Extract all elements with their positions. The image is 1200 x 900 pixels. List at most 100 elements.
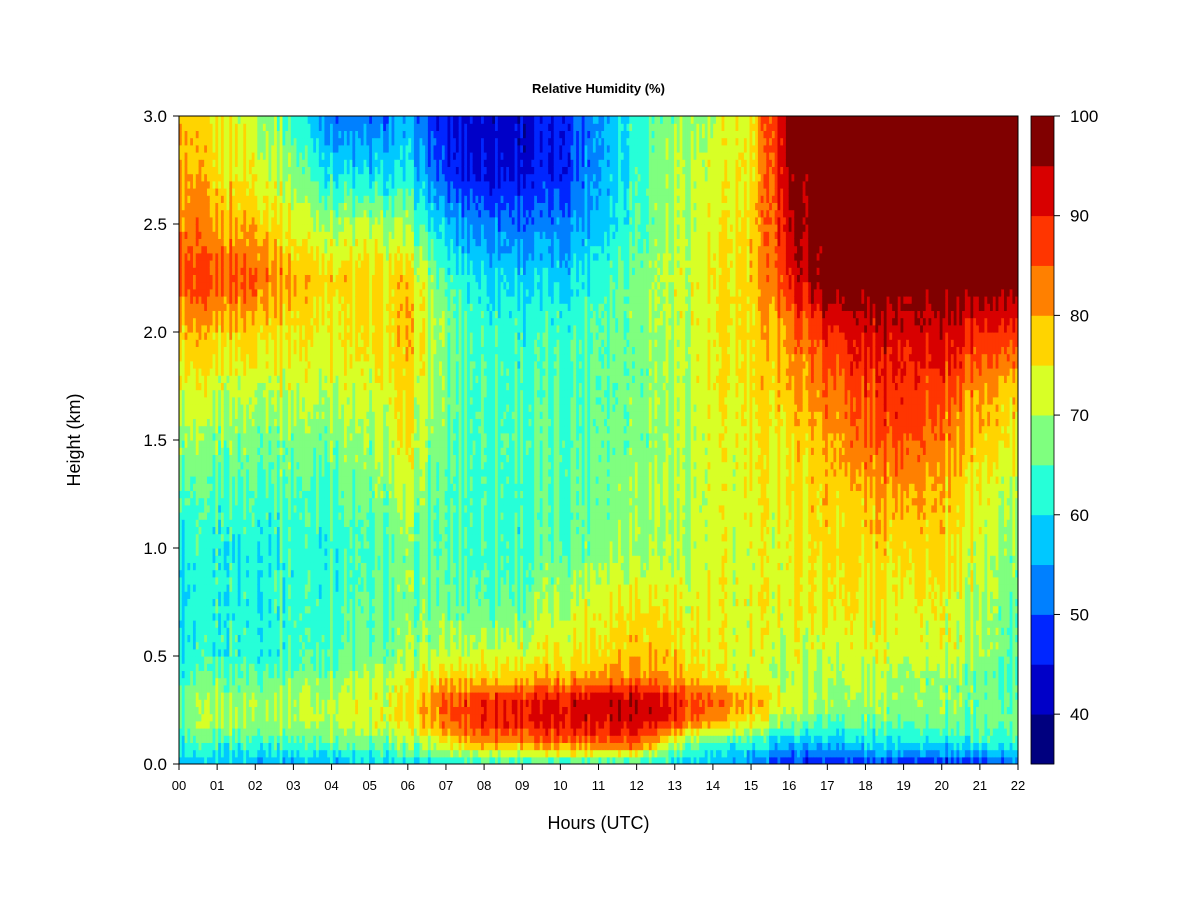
heatmap-cell (268, 555, 272, 563)
heatmap-cell (204, 432, 208, 441)
heatmap-cell (257, 497, 261, 506)
heatmap-cell (179, 440, 183, 448)
heatmap-cell (226, 576, 230, 585)
heatmap-cell (223, 245, 228, 254)
heatmap-cell (198, 180, 202, 189)
heatmap-cell (220, 339, 225, 347)
heatmap-cell (274, 173, 278, 182)
heatmap-cell (187, 418, 191, 427)
heatmap-cell (265, 526, 270, 535)
heatmap-cell (190, 281, 194, 290)
heatmap-cell (192, 202, 197, 211)
heatmap-cell (181, 612, 186, 621)
heatmap-cell (246, 641, 250, 650)
heatmap-cell (220, 116, 225, 124)
heatmap-cell (240, 368, 244, 376)
heatmap-cell (268, 713, 272, 722)
heatmap-cell (268, 346, 272, 355)
heatmap-cell (254, 166, 258, 175)
heatmap-cell (246, 288, 250, 297)
heatmap-cell (198, 382, 202, 391)
heatmap-cell (243, 526, 247, 535)
heatmap-cell (215, 627, 219, 635)
heatmap-cell (268, 576, 272, 585)
heatmap-cell (229, 720, 233, 729)
heatmap-cell (201, 432, 205, 441)
heatmap-cell (248, 159, 253, 167)
heatmap-cell (246, 519, 250, 527)
heatmap-cell (274, 339, 278, 347)
heatmap-cell (232, 684, 236, 693)
heatmap-cell (195, 137, 200, 146)
heatmap-cell (248, 562, 253, 571)
heatmap-cell (246, 137, 250, 146)
heatmap-cell (248, 324, 253, 333)
heatmap-cell (198, 756, 202, 764)
heatmap-cell (212, 339, 216, 347)
heatmap-cell (257, 173, 261, 182)
heatmap-cell (226, 396, 230, 405)
heatmap-cell (212, 569, 216, 578)
heatmap-cell (229, 569, 233, 578)
heatmap-cell (243, 209, 247, 218)
heatmap-cell (223, 461, 228, 470)
heatmap-cell (218, 684, 222, 693)
heatmap-cell (237, 144, 242, 153)
heatmap-cell (204, 209, 208, 218)
heatmap-cell (234, 389, 239, 398)
heatmap-cell (204, 195, 208, 203)
heatmap-cell (240, 634, 244, 643)
heatmap-cell (274, 540, 278, 549)
heatmap-cell (254, 742, 258, 751)
heatmap-cell (271, 339, 275, 347)
heatmap-cell (223, 238, 228, 247)
heatmap-cell (237, 540, 242, 549)
heatmap-cell (181, 684, 186, 693)
heatmap-cell (181, 713, 186, 722)
heatmap-cell (234, 123, 239, 131)
heatmap-cell (248, 548, 253, 556)
heatmap-cell (204, 288, 208, 297)
heatmap-cell (276, 195, 281, 203)
heatmap-cell (187, 548, 191, 556)
heatmap-cell (232, 216, 236, 225)
heatmap-cell (240, 670, 244, 679)
heatmap-cell (260, 569, 264, 578)
heatmap-cell (179, 648, 183, 657)
heatmap-cell (190, 130, 194, 139)
heatmap-cell (276, 281, 281, 290)
heatmap-cell (257, 332, 261, 340)
heatmap-cell (195, 519, 200, 527)
heatmap-cell (215, 447, 219, 455)
heatmap-cell (248, 209, 253, 218)
heatmap-cell (246, 692, 250, 700)
heatmap-cell (274, 656, 278, 664)
heatmap-cell (226, 137, 230, 146)
heatmap-cell (246, 706, 250, 715)
heatmap-cell (206, 656, 211, 664)
heatmap-cell (218, 310, 222, 319)
heatmap-cell (260, 418, 264, 427)
heatmap-cell (220, 497, 225, 506)
heatmap-cell (204, 411, 208, 419)
heatmap-cell (223, 548, 228, 556)
heatmap-cell (262, 440, 267, 448)
heatmap-cell (265, 324, 270, 333)
heatmap-cell (251, 224, 256, 232)
heatmap-cell (184, 512, 188, 520)
heatmap-cell (198, 504, 202, 513)
heatmap-cell (260, 130, 264, 139)
heatmap-cell (192, 317, 197, 326)
heatmap-cell (220, 677, 225, 686)
heatmap-cell (232, 584, 236, 592)
heatmap-cell (179, 519, 183, 527)
heatmap-cell (184, 130, 188, 139)
heatmap-cell (271, 274, 275, 283)
heatmap-cell (190, 555, 194, 563)
heatmap-cell (271, 180, 275, 189)
heatmap-cell (184, 418, 188, 427)
heatmap-cell (190, 418, 194, 427)
heatmap-cell (195, 656, 200, 664)
heatmap-cell (184, 634, 188, 643)
heatmap-cell (240, 749, 244, 758)
